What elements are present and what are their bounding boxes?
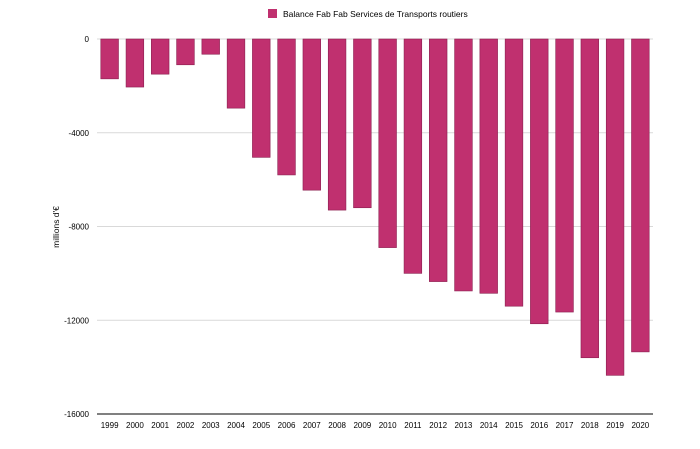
x-tick-label: 2004	[227, 421, 245, 430]
legend-label: Balance Fab Fab Services de Transports r…	[283, 9, 468, 19]
x-tick-label: 2012	[429, 421, 447, 430]
y-tick-label: 0	[85, 35, 90, 44]
bar-2018	[580, 38, 599, 359]
bar-2013	[454, 38, 473, 292]
x-tick-label: 2010	[379, 421, 397, 430]
bar-2009	[353, 38, 372, 209]
x-tick-label: 2018	[581, 421, 599, 430]
bars	[100, 38, 650, 376]
bar-2019	[605, 38, 625, 376]
x-tick-label: 2013	[455, 421, 473, 430]
y-tick-label: -8000	[69, 223, 90, 232]
y-tick-label: -12000	[64, 316, 89, 325]
x-tick-label: 2011	[404, 421, 422, 430]
x-tick-label: 2014	[480, 421, 498, 430]
x-tick-label: 2020	[631, 421, 649, 430]
bar-2017	[555, 38, 574, 313]
x-tick-label: 2015	[505, 421, 523, 430]
x-tick-label: 2000	[126, 421, 144, 430]
x-tick-label: 2017	[556, 421, 574, 430]
bar-2012	[429, 38, 448, 282]
x-tick-label: 2002	[177, 421, 195, 430]
legend-swatch	[268, 9, 277, 18]
bar-2006	[277, 38, 296, 176]
x-tick-label: 2003	[202, 421, 220, 430]
bar-2010	[378, 38, 397, 248]
bar-2005	[252, 38, 271, 158]
y-axis-title: millions d'€	[51, 206, 61, 248]
x-tick-label: 2009	[353, 421, 371, 430]
x-tick-label: 2016	[530, 421, 548, 430]
x-tick-label: 2001	[151, 421, 169, 430]
bar-2016	[530, 38, 549, 325]
y-tick-label: -16000	[64, 410, 89, 419]
bar-2007	[302, 38, 321, 191]
x-tick-label: 2007	[303, 421, 321, 430]
x-tick-label: 1999	[101, 421, 119, 430]
x-axis-ticks: 1999 2000 2001 2002 2003 2004 2005 2006 2007 2008…	[101, 421, 650, 430]
x-tick-label: 2008	[328, 421, 346, 430]
bar-2008	[327, 38, 347, 211]
bar-2000	[125, 38, 145, 88]
y-tick-label: -4000	[69, 129, 90, 138]
bar-2002	[176, 38, 195, 66]
bar-1999	[100, 38, 119, 80]
bar-2014	[479, 38, 498, 294]
bar-2015	[504, 38, 524, 307]
bar-2011	[403, 38, 423, 274]
x-tick-label: 2006	[278, 421, 296, 430]
x-tick-label: 2005	[252, 421, 270, 430]
legend: Balance Fab Fab Services de Transports r…	[268, 9, 468, 19]
x-tick-label: 2019	[606, 421, 624, 430]
y-axis-ticks: 0 -4000 -8000 -12000 -16000	[64, 35, 89, 419]
bar-2003	[201, 38, 220, 55]
bar-2004	[226, 38, 246, 109]
bar-2001	[151, 38, 170, 75]
bar-2020	[631, 38, 650, 353]
